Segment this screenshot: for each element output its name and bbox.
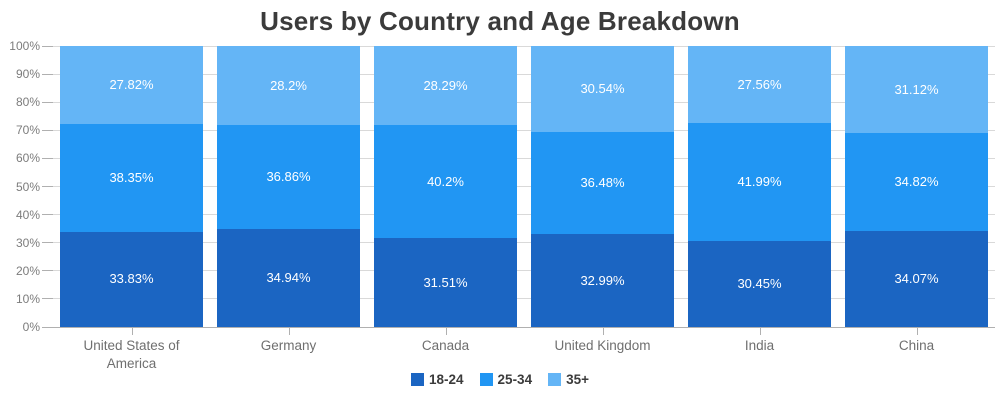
x-axis-category-label: India: [681, 337, 838, 355]
y-axis-tick-label: 40%: [15, 207, 40, 222]
bar-segment-label: 28.2%: [270, 77, 307, 93]
bar-segment-35+-5[interactable]: 31.12%: [845, 45, 988, 134]
bar-segment-label: 34.82%: [894, 174, 939, 190]
x-axis-tick: [445, 327, 447, 335]
bar-segment-label: 38.35%: [109, 170, 154, 186]
gridline: [53, 214, 995, 216]
x-axis-tick: [759, 327, 761, 335]
bar-segment-35+-4[interactable]: 27.56%: [688, 46, 831, 124]
legend-label: 35+: [566, 372, 589, 387]
gridline: [53, 242, 995, 244]
y-axis-tick: [42, 45, 53, 47]
x-axis-category-label: Germany: [210, 337, 367, 355]
bar-segment-25-34-5[interactable]: 34.82%: [845, 133, 988, 232]
x-axis-category-label: United States of America: [53, 337, 210, 372]
y-axis-tick-label: 20%: [15, 263, 40, 278]
legend-item-25-34[interactable]: 25-34: [479, 372, 533, 387]
bar-segment-25-34-3[interactable]: 36.48%: [531, 131, 674, 235]
y-axis-tick-label: 100%: [9, 39, 40, 53]
y-axis-tick: [42, 129, 53, 131]
legend-label: 25-34: [497, 372, 533, 387]
bar-segment-35+-2[interactable]: 28.29%: [374, 46, 517, 126]
bar-segment-label: 31.12%: [894, 81, 939, 97]
bar-segment-label: 33.83%: [109, 271, 154, 287]
bar-segment-label: 32.99%: [580, 272, 625, 288]
bar-segment-35+-3[interactable]: 30.54%: [531, 45, 674, 132]
y-axis-tick: [42, 73, 53, 75]
bar-segment-label: 30.45%: [737, 276, 782, 292]
bar-segment-25-34-4[interactable]: 41.99%: [688, 123, 831, 242]
gridline: [53, 186, 995, 187]
bar-segment-label: 36.48%: [580, 175, 625, 191]
bar-segment-label: 34.07%: [894, 271, 939, 287]
bar-segment-label: 36.86%: [266, 169, 311, 185]
bar-segment-label: 40.2%: [427, 173, 464, 189]
x-axis-line: [53, 326, 995, 328]
bar-segment-18-24-1[interactable]: 34.94%: [217, 228, 360, 327]
bar-segment-label: 27.82%: [109, 77, 154, 93]
x-axis-tick: [288, 327, 290, 335]
bar-segment-35+-1[interactable]: 28.2%: [217, 46, 360, 126]
legend-swatch-icon: [411, 373, 425, 386]
y-axis-tick-label: 0%: [22, 320, 40, 334]
bar-segment-18-24-3[interactable]: 32.99%: [531, 234, 674, 327]
x-axis-category-label-text: United States of America: [83, 338, 180, 371]
bar-segment-35+-0[interactable]: 27.82%: [60, 46, 203, 125]
x-axis-category-label: United Kingdom: [524, 337, 681, 355]
x-axis-category-label: China: [838, 337, 995, 355]
y-axis-tick: [42, 214, 53, 216]
legend-swatch-icon: [548, 373, 562, 386]
y-axis-tick-label: 90%: [15, 67, 40, 82]
y-axis-tick-label: 60%: [15, 151, 40, 166]
gridline: [53, 298, 995, 300]
bar-segment-18-24-5[interactable]: 34.07%: [845, 231, 988, 327]
legend-label: 18-24: [429, 372, 464, 387]
x-axis-category-label-text: China: [898, 338, 935, 353]
gridline: [53, 101, 995, 103]
gridline: [53, 157, 995, 159]
bar-segment-label: 30.54%: [580, 80, 625, 96]
x-axis-category-label-text: India: [744, 338, 775, 353]
x-axis-tick: [131, 327, 133, 335]
bar-segment-25-34-2[interactable]: 40.2%: [374, 125, 517, 239]
y-axis-tick-label: 10%: [15, 291, 40, 306]
bar-segment-18-24-2[interactable]: 31.51%: [374, 238, 517, 327]
gridline: [53, 45, 995, 47]
bar-segment-label: 41.99%: [737, 174, 782, 190]
y-axis-tick: [42, 242, 53, 244]
legend-swatch-icon: [479, 373, 493, 386]
bar-segment-18-24-4[interactable]: 30.45%: [688, 241, 831, 327]
bar-segment-label: 31.51%: [423, 274, 468, 290]
x-axis-category-label-text: United Kingdom: [554, 338, 651, 353]
x-axis-tick: [916, 327, 918, 335]
bar-segment-label: 28.29%: [423, 77, 468, 93]
bar-segment-25-34-1[interactable]: 36.86%: [217, 125, 360, 229]
y-axis-tick: [42, 270, 53, 272]
x-axis-category-label-text: Germany: [260, 338, 317, 353]
y-axis-tick: [42, 326, 53, 328]
bar-segment-25-34-0[interactable]: 38.35%: [60, 124, 203, 232]
y-axis-tick-label: 70%: [15, 123, 40, 138]
gridline: [53, 129, 995, 131]
gridline: [53, 73, 995, 75]
y-axis-tick: [42, 186, 53, 187]
y-axis-tick: [42, 298, 53, 300]
gridline: [53, 270, 995, 272]
legend: 18-24 25-34 35+: [0, 372, 1000, 387]
y-axis-tick: [42, 101, 53, 103]
y-axis-tick: [42, 157, 53, 159]
y-axis-tick-label: 30%: [15, 235, 40, 250]
y-axis-tick-label: 50%: [15, 179, 40, 194]
chart-title: Users by Country and Age Breakdown: [260, 6, 740, 36]
x-axis-category-label-text: Canada: [421, 338, 470, 353]
bar-segment-18-24-0[interactable]: 33.83%: [60, 231, 203, 327]
legend-item-35+[interactable]: 35+: [548, 372, 589, 387]
legend-item-18-24[interactable]: 18-24: [411, 372, 464, 387]
bar-segment-label: 27.56%: [737, 76, 782, 92]
x-axis-tick: [602, 327, 604, 335]
x-axis-category-label: Canada: [367, 337, 524, 355]
y-axis-tick-label: 80%: [15, 95, 40, 110]
bar-segment-label: 34.94%: [266, 269, 311, 285]
